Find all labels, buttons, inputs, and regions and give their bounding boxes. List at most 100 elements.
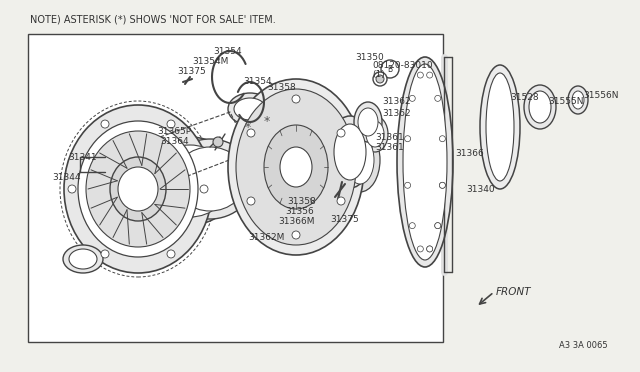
Text: 31362M: 31362M — [248, 232, 284, 241]
Ellipse shape — [236, 89, 356, 245]
Text: B: B — [387, 64, 392, 74]
Text: 31361: 31361 — [375, 132, 404, 141]
Circle shape — [101, 120, 109, 128]
Text: 31358: 31358 — [287, 198, 316, 206]
Ellipse shape — [174, 147, 246, 211]
Circle shape — [247, 129, 255, 137]
Ellipse shape — [328, 116, 372, 188]
Circle shape — [213, 137, 223, 147]
Text: 31375: 31375 — [330, 215, 359, 224]
Ellipse shape — [486, 73, 514, 181]
Text: 31366M: 31366M — [278, 217, 314, 225]
Circle shape — [417, 72, 423, 78]
Text: 31354: 31354 — [213, 48, 242, 57]
Circle shape — [247, 197, 255, 205]
Circle shape — [200, 185, 208, 193]
Ellipse shape — [118, 167, 158, 211]
Text: *: * — [213, 58, 220, 67]
Text: 31556N: 31556N — [583, 90, 618, 99]
Text: 31362: 31362 — [382, 97, 411, 106]
Ellipse shape — [358, 108, 378, 136]
Ellipse shape — [346, 136, 374, 184]
Ellipse shape — [397, 57, 453, 267]
Text: 31528: 31528 — [510, 93, 539, 102]
Circle shape — [376, 75, 384, 83]
Text: 31341: 31341 — [68, 153, 97, 161]
Text: 31354: 31354 — [243, 77, 271, 87]
Text: 31366: 31366 — [455, 150, 484, 158]
Circle shape — [337, 129, 345, 137]
Ellipse shape — [354, 102, 382, 142]
Text: 31375: 31375 — [177, 67, 205, 77]
Circle shape — [440, 136, 445, 142]
Circle shape — [68, 185, 76, 193]
Ellipse shape — [340, 128, 380, 192]
Text: 31344: 31344 — [52, 173, 81, 183]
Ellipse shape — [228, 93, 272, 125]
Text: *: * — [264, 115, 270, 128]
Circle shape — [167, 250, 175, 258]
Circle shape — [435, 222, 441, 229]
Bar — [28, 34, 443, 342]
Ellipse shape — [280, 147, 312, 187]
Text: 31365P: 31365P — [157, 128, 191, 137]
Ellipse shape — [78, 121, 198, 257]
Ellipse shape — [63, 245, 103, 273]
Circle shape — [381, 60, 399, 78]
Ellipse shape — [69, 249, 97, 269]
Text: (1): (1) — [372, 70, 385, 78]
Ellipse shape — [264, 125, 328, 209]
Circle shape — [435, 222, 441, 229]
Text: 31361: 31361 — [375, 142, 404, 151]
Circle shape — [337, 197, 345, 205]
Circle shape — [427, 72, 433, 78]
Circle shape — [435, 95, 441, 101]
Ellipse shape — [64, 105, 212, 273]
Ellipse shape — [480, 65, 520, 189]
Text: 31362: 31362 — [382, 109, 411, 119]
Ellipse shape — [362, 116, 388, 152]
Circle shape — [427, 246, 433, 252]
Ellipse shape — [166, 139, 254, 219]
Ellipse shape — [228, 79, 364, 255]
Text: 08120-83010: 08120-83010 — [372, 61, 433, 70]
Ellipse shape — [366, 121, 384, 147]
Text: FRONT: FRONT — [496, 287, 531, 297]
Ellipse shape — [116, 136, 220, 232]
Text: *: * — [245, 121, 251, 134]
Text: 31354M: 31354M — [192, 58, 228, 67]
Circle shape — [417, 246, 423, 252]
Text: NOTE) ASTERISK (*) SHOWS 'NOT FOR SALE' ITEM.: NOTE) ASTERISK (*) SHOWS 'NOT FOR SALE' … — [30, 15, 276, 25]
Circle shape — [440, 182, 445, 188]
Text: 31358: 31358 — [267, 83, 296, 92]
Ellipse shape — [142, 137, 238, 225]
Ellipse shape — [572, 91, 584, 109]
Text: 31356: 31356 — [285, 208, 314, 217]
Circle shape — [167, 120, 175, 128]
Ellipse shape — [150, 145, 230, 217]
Circle shape — [373, 72, 387, 86]
Ellipse shape — [524, 85, 556, 129]
Circle shape — [404, 182, 411, 188]
Circle shape — [409, 222, 415, 229]
Circle shape — [440, 182, 445, 188]
Ellipse shape — [403, 64, 447, 260]
Ellipse shape — [110, 157, 166, 221]
Text: 31340: 31340 — [466, 185, 495, 193]
Text: 31555N: 31555N — [548, 97, 584, 106]
Circle shape — [292, 231, 300, 239]
Ellipse shape — [529, 91, 551, 123]
Ellipse shape — [568, 86, 588, 114]
Ellipse shape — [334, 124, 366, 180]
Circle shape — [409, 95, 415, 101]
Circle shape — [404, 136, 411, 142]
Text: 31364: 31364 — [160, 138, 189, 147]
Ellipse shape — [234, 98, 266, 120]
Circle shape — [101, 250, 109, 258]
Circle shape — [292, 95, 300, 103]
Ellipse shape — [86, 131, 190, 247]
Ellipse shape — [124, 144, 212, 224]
Ellipse shape — [60, 101, 216, 277]
Text: A3 3A 0065: A3 3A 0065 — [559, 341, 608, 350]
Circle shape — [427, 246, 433, 252]
